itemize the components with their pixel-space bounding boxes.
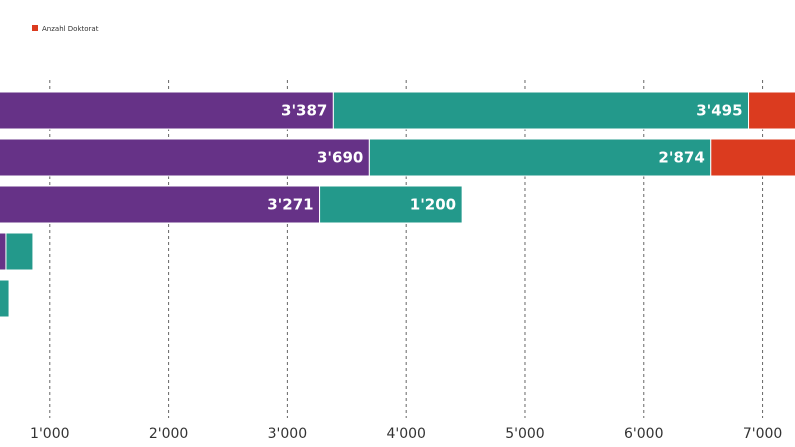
x-tick-label: 1'000 bbox=[30, 426, 69, 442]
legend-swatch bbox=[32, 25, 38, 31]
bar-segment bbox=[0, 91, 334, 130]
x-tick-label: 6'000 bbox=[624, 426, 663, 442]
x-tick-label: 7'000 bbox=[743, 426, 782, 442]
data-label: 2'874 bbox=[658, 149, 704, 167]
bar-segment bbox=[0, 185, 321, 224]
bar-segment bbox=[710, 138, 795, 177]
bar-segment bbox=[332, 91, 750, 130]
bar-segment bbox=[319, 185, 463, 224]
x-tick-label: 5'000 bbox=[505, 426, 544, 442]
x-tick-label: 2'000 bbox=[149, 426, 188, 442]
x-tick-label: 4'000 bbox=[386, 426, 425, 442]
data-label: 3'271 bbox=[267, 196, 313, 214]
bar-segment bbox=[0, 279, 10, 318]
bar-segment bbox=[0, 232, 7, 271]
bar-segment bbox=[368, 138, 712, 177]
data-label: 3'690 bbox=[317, 149, 363, 167]
bar-segment bbox=[748, 91, 795, 130]
x-tick-label: 3'000 bbox=[268, 426, 307, 442]
legend-label: Anzahl Doktorat bbox=[42, 25, 99, 33]
bar-segment bbox=[0, 138, 370, 177]
data-label: 3'387 bbox=[281, 102, 327, 120]
data-label: 3'495 bbox=[696, 102, 742, 120]
data-label: 1'200 bbox=[410, 196, 456, 214]
bar-segment bbox=[5, 232, 34, 271]
